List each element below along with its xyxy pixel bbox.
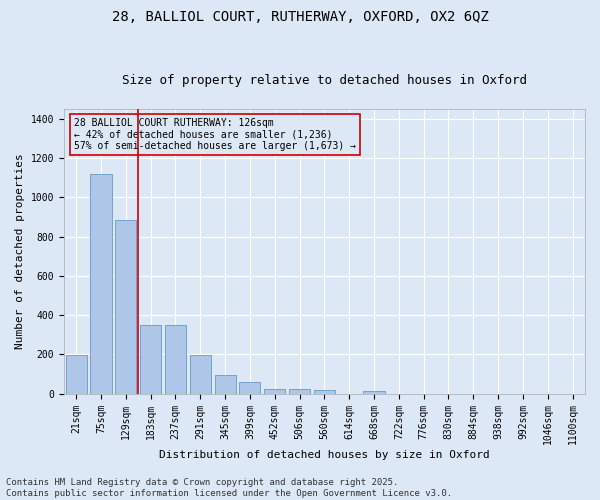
X-axis label: Distribution of detached houses by size in Oxford: Distribution of detached houses by size … [159,450,490,460]
Bar [115,220,136,394]
Text: Contains HM Land Registry data © Crown copyright and database right 2025.
Contai: Contains HM Land Registry data © Crown c… [6,478,452,498]
Bar [165,325,186,394]
Title: Size of property relative to detached houses in Oxford: Size of property relative to detached ho… [122,74,527,87]
Bar [215,375,236,394]
Bar [65,356,87,394]
Text: 28 BALLIOL COURT RUTHERWAY: 126sqm
← 42% of detached houses are smaller (1,236)
: 28 BALLIOL COURT RUTHERWAY: 126sqm ← 42%… [74,118,356,150]
Bar [289,390,310,394]
Bar [364,391,385,394]
Y-axis label: Number of detached properties: Number of detached properties [15,154,25,349]
Bar [190,356,211,394]
Bar [314,390,335,394]
Text: 28, BALLIOL COURT, RUTHERWAY, OXFORD, OX2 6QZ: 28, BALLIOL COURT, RUTHERWAY, OXFORD, OX… [112,10,488,24]
Bar [91,174,112,394]
Bar [264,388,285,394]
Bar [239,382,260,394]
Bar [140,325,161,394]
